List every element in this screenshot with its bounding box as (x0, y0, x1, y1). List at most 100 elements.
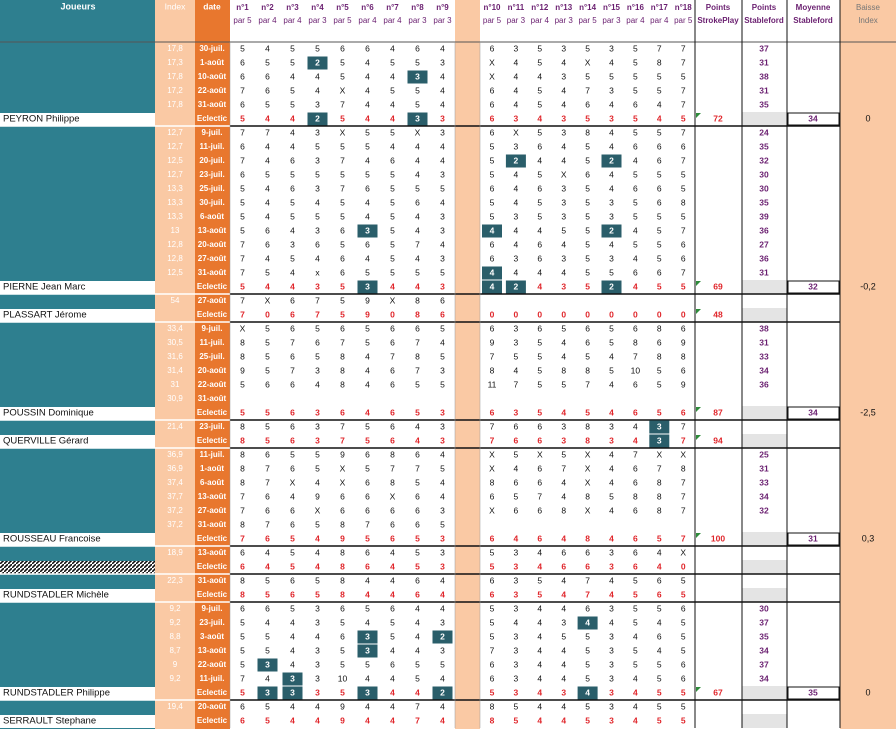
hole-score: 7 (340, 337, 345, 347)
hole-score: 7 (537, 491, 542, 501)
hole-score: 5 (490, 631, 495, 641)
stableford-points: 31 (759, 57, 769, 67)
eclectic-score: 8 (585, 533, 590, 543)
eclectic-label: Eclectic (197, 688, 228, 697)
hole-score: 6 (490, 323, 495, 333)
hole-score: 6 (290, 575, 295, 585)
hole-score: 5 (585, 71, 590, 81)
hole-score: 7 (681, 225, 686, 235)
eclectic-score: 2 (609, 281, 614, 291)
hole-score: 5 (490, 547, 495, 557)
hole-score: 8 (415, 351, 420, 361)
hole-score: 5 (265, 575, 270, 585)
hole-score: 5 (490, 169, 495, 179)
date-header: date (203, 1, 221, 11)
player-name: PEYRON Philippe (3, 114, 80, 125)
hole-score: 5 (340, 295, 345, 305)
hole-header: n°3 (286, 3, 299, 12)
hole-score: 6 (633, 267, 638, 277)
hole-score: 4 (290, 631, 295, 641)
hole-score: 4 (365, 673, 370, 683)
eclectic-score: 3 (561, 687, 566, 697)
hole-score: 4 (633, 253, 638, 263)
round-index: 12,7 (167, 170, 183, 179)
hole-score: 6 (265, 225, 270, 235)
stableford-points: 35 (759, 99, 769, 109)
player-name-cell (0, 435, 155, 448)
round-index: 33,4 (167, 324, 183, 333)
hole-score: 8 (633, 491, 638, 501)
round-date: 27-août (198, 254, 227, 263)
hole-score: X (265, 295, 271, 305)
player-name: PLASSART Jérome (3, 310, 87, 321)
hole-score: 3 (609, 673, 614, 683)
hole-score: 4 (415, 155, 420, 165)
hole-score: 4 (609, 57, 614, 67)
index-drop: -0,2 (860, 281, 876, 291)
eclectic-score: 0 (609, 309, 614, 319)
hole-score: 3 (315, 183, 320, 193)
stableford-eclectic-cell (742, 112, 787, 126)
hole-score: 5 (315, 141, 320, 151)
hole-score: 3 (514, 43, 519, 53)
hole-score: 4 (561, 659, 566, 669)
hole-score: 5 (633, 239, 638, 249)
eclectic-score: 7 (681, 533, 686, 543)
hole-score: 3 (514, 337, 519, 347)
hole-score: 7 (240, 155, 245, 165)
hole-score: 5 (240, 617, 245, 627)
round-date: 9-juil. (202, 324, 223, 333)
hole-score: 5 (265, 365, 270, 375)
best-score-cell (257, 686, 278, 700)
players-column (0, 0, 155, 729)
hole-score: 4 (365, 197, 370, 207)
hole-score: 6 (365, 547, 370, 557)
hole-score: 4 (561, 239, 566, 249)
hole-score: 5 (490, 617, 495, 627)
hole-score: X (489, 449, 495, 459)
hole-score: 4 (365, 351, 370, 361)
hole-score: 6 (490, 239, 495, 249)
round-date: 1-août (200, 464, 224, 473)
hole-score: 2 (315, 57, 320, 67)
hole-score: 4 (657, 645, 662, 655)
round-index: 21,4 (167, 422, 183, 431)
hole-score: 7 (585, 379, 590, 389)
hole-score: 7 (340, 183, 345, 193)
round-date: 31-août (198, 394, 227, 403)
hole-score: 6 (633, 477, 638, 487)
stableford-eclectic-cell (742, 560, 787, 574)
hole-score: 4 (265, 547, 270, 557)
hole-score: 5 (390, 211, 395, 221)
eclectic-score: 4 (585, 687, 590, 697)
hole-score: 5 (609, 365, 614, 375)
hole-score: 3 (561, 253, 566, 263)
hole-score: 4 (609, 463, 614, 473)
round-date: 9-juil. (202, 604, 223, 613)
index-column (155, 0, 195, 729)
hole-score: 6 (657, 575, 662, 585)
hole-header: n°15 (603, 3, 621, 12)
hole-score: 6 (265, 491, 270, 501)
eclectic-score: 5 (340, 281, 345, 291)
hole-score: 4 (561, 701, 566, 711)
hole-score: 4 (537, 659, 542, 669)
hole-score: 8 (240, 477, 245, 487)
hole-score: 3 (290, 239, 295, 249)
hole-score: 6 (340, 253, 345, 263)
comment-marker (696, 281, 701, 286)
eclectic-score: 6 (537, 435, 542, 445)
hole-score: 5 (390, 197, 395, 207)
hole-score: 3 (440, 225, 445, 235)
eclectic-score: 3 (657, 435, 662, 445)
hole-score: 3 (561, 71, 566, 81)
eclectic-score: 3 (440, 561, 445, 571)
hole-score: 4 (365, 365, 370, 375)
hole-score: 5 (440, 659, 445, 669)
eclectic-score: 5 (340, 687, 345, 697)
stableford-eclectic-cell (742, 280, 787, 294)
hole-score: 8 (340, 575, 345, 585)
hole-score: 6 (490, 253, 495, 263)
hole-score: 5 (265, 337, 270, 347)
eclectic-score: 5 (415, 407, 420, 417)
